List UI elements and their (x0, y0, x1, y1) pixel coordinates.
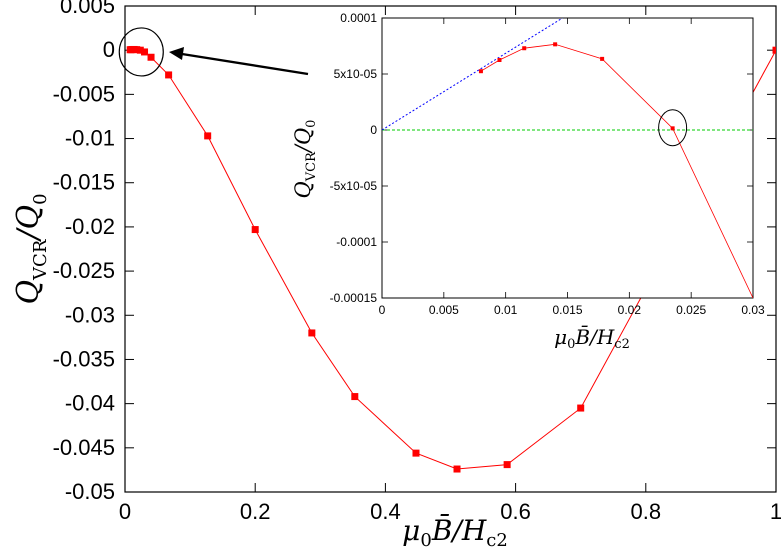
inset-x-tick-label: 0.01 (494, 303, 518, 317)
inset-linear-fit-line (382, 18, 563, 131)
y-tick-label: -0.02 (65, 214, 115, 239)
inset-x-tick-label: 0.025 (676, 303, 706, 317)
data-point (141, 48, 149, 56)
inset-data-point (600, 56, 605, 61)
y-tick-label: -0.05 (65, 479, 115, 504)
y-tick-label: -0.015 (53, 170, 115, 195)
data-point (577, 404, 585, 412)
inset-data-point (670, 126, 675, 131)
inset-y-tick-label: -5x10-05 (330, 179, 378, 193)
x-tick-label: 0.8 (631, 499, 662, 524)
annotation-circle (118, 27, 164, 77)
y-tick-label: -0.01 (65, 126, 115, 151)
data-point (147, 53, 155, 61)
y-tick-label: -0.045 (53, 435, 115, 460)
inset-data-point (522, 46, 527, 51)
inset-x-tick-label: 0.005 (429, 303, 459, 317)
data-point (204, 132, 212, 140)
annotation-arrow (181, 52, 309, 76)
data-point (251, 226, 259, 234)
y-axis-label: QVCR/Q0 (11, 193, 51, 304)
inset-data-point (497, 58, 502, 62)
data-point (136, 46, 144, 54)
inset-x-tick-label: 0.03 (741, 303, 765, 317)
main-plot: 0.005 0 -0.005 -0.01 -0.015 -0.02 -0.025 -0.03 -… (11, 0, 781, 550)
data-point (772, 46, 776, 54)
data-point (308, 329, 316, 337)
inset-y-tick-label: -0.0001 (336, 235, 377, 249)
inset-annotation-circle (658, 109, 688, 147)
y-tick-label: -0.025 (53, 258, 115, 283)
inset-y-tick-label: 0.0001 (340, 11, 377, 25)
inset-data-point (553, 42, 558, 47)
main-plot-frame (124, 5, 777, 493)
y-tick-label: -0.005 (53, 81, 115, 106)
inset-y-tick-label: 5x10-05 (334, 67, 378, 81)
inset-series (382, 18, 753, 298)
inset-x-tick-label: 0 (379, 303, 386, 317)
data-point (351, 393, 359, 401)
annotation-arrowhead (169, 47, 184, 60)
x-tick-label: 0 (119, 499, 131, 524)
data-point (503, 461, 511, 469)
main-series (126, 45, 776, 473)
y-tick-label: 0.005 (60, 0, 115, 18)
x-axis-label: μ0B̄/Hc2 (402, 513, 508, 550)
inset-plot-frame (381, 17, 754, 299)
data-point (165, 71, 173, 79)
x-tick-label: 0.4 (370, 499, 401, 524)
inset-y-tick-label: 0 (370, 123, 377, 137)
inset-y-tick-label: -0.00015 (330, 291, 378, 305)
inset-x-tick-label: 0.02 (618, 303, 642, 317)
x-tick-label: 0.6 (500, 499, 531, 524)
y-tick-label: -0.04 (65, 391, 115, 416)
y-tick-label: -0.03 (65, 302, 115, 327)
data-point (133, 46, 141, 54)
y-tick-label: -0.035 (53, 346, 115, 371)
y-tick-label: 0 (103, 37, 115, 62)
inset-x-tick-label: 0.015 (552, 303, 582, 317)
x-tick-label: 1 (770, 499, 781, 524)
inset-y-axis-label: QVCR/Q0 (291, 120, 319, 199)
data-point (412, 449, 420, 457)
x-tick-label: 0.2 (240, 499, 271, 524)
inset-data-point (478, 69, 483, 74)
data-point (453, 465, 461, 473)
inset-x-axis-label: μ0B̄/Hc2 (554, 324, 630, 352)
